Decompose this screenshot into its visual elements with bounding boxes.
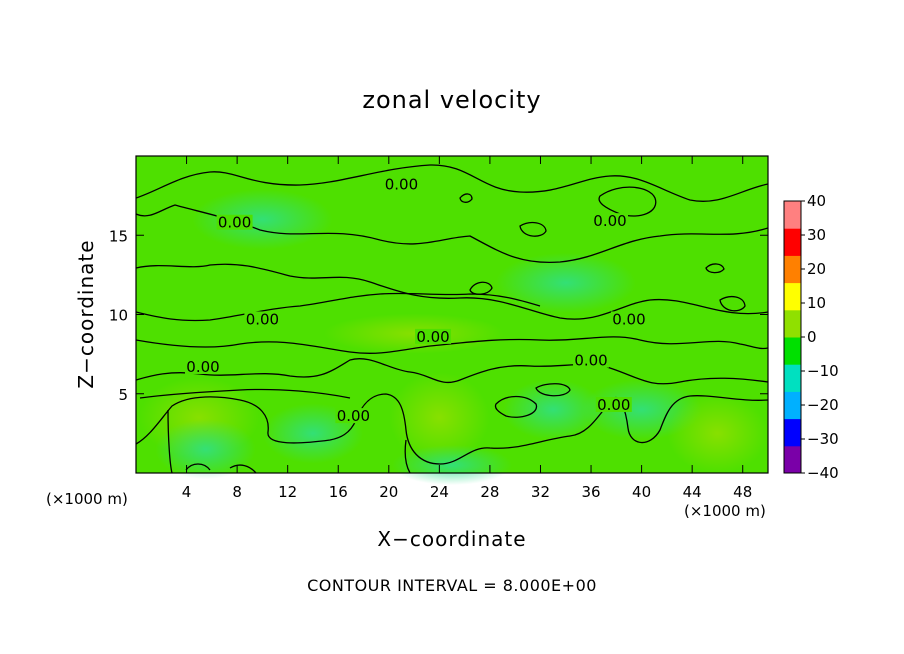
contour-line <box>598 186 657 217</box>
contour-label: 0.00 <box>218 214 251 232</box>
contour-label: 0.00 <box>574 352 607 370</box>
contour-label-bg <box>244 311 281 327</box>
contour-label-bg <box>216 214 253 230</box>
x-tick-label: 4 <box>182 483 192 501</box>
colorbar-tick-label: 0 <box>807 328 817 346</box>
x-tick-label: 40 <box>632 483 651 501</box>
colorbar-tick-label: 20 <box>807 260 826 278</box>
x-tick-label: 8 <box>232 483 242 501</box>
contour-line <box>229 464 257 473</box>
x-tick-label: 16 <box>329 483 348 501</box>
field-shading <box>324 313 505 354</box>
field-shading <box>155 419 256 480</box>
colorbar-segment <box>784 309 801 338</box>
x-tick-label: 48 <box>733 483 752 501</box>
field-shading <box>192 189 333 250</box>
contour-label: 0.00 <box>593 212 626 230</box>
contour-line <box>136 164 768 202</box>
x-tick-label: 32 <box>531 483 550 501</box>
contour-line <box>705 263 725 274</box>
colorbar-segment <box>784 337 801 365</box>
x-axis-label: X−coordinate <box>377 527 527 551</box>
contour-label: 0.00 <box>416 328 449 346</box>
colorbar-segment <box>784 445 801 474</box>
colorbar: 40 30 20 10 0 −10 −20 −30 −40 <box>783 192 839 482</box>
plot-area <box>135 155 769 486</box>
contour-label-bg <box>592 213 628 229</box>
field-shading <box>392 445 512 486</box>
contour-label-bg <box>335 408 372 424</box>
y-tick-label: 10 <box>109 307 128 325</box>
colorbar-tick-label: −40 <box>807 464 839 482</box>
contour-line <box>459 193 473 203</box>
contour-label: 0.00 <box>597 396 630 414</box>
colorbar-segment <box>784 391 801 420</box>
field-shading <box>503 379 604 440</box>
contour-line <box>185 463 211 471</box>
colorbar-tick-label: 30 <box>807 226 826 244</box>
contour-labels: 0.00 0.00 0.00 0.00 0.00 0.00 0.00 0.00 0.00 0.00 <box>184 176 647 425</box>
contour-line <box>139 388 351 399</box>
contour-line <box>519 221 547 237</box>
contour-line <box>136 204 768 264</box>
x-tick-label: 44 <box>683 483 702 501</box>
contour-label-bg <box>383 176 420 192</box>
contour-label-bg <box>184 358 221 374</box>
colorbar-segment <box>784 255 801 284</box>
contour-label-bg <box>610 311 647 327</box>
x-unit-right: (×1000 m) <box>684 502 766 520</box>
contour-label: 0.00 <box>246 310 279 328</box>
y-tick-label: 15 <box>109 227 128 245</box>
contour-label: 0.00 <box>612 310 645 328</box>
x-tick-label: 24 <box>430 483 449 501</box>
contour-label-bg <box>415 328 452 344</box>
contour-label-bg <box>573 352 610 368</box>
contour-line <box>136 358 768 385</box>
field-shading <box>667 393 768 474</box>
colorbar-segment <box>784 364 801 392</box>
field-shading <box>495 252 636 313</box>
colorbar-tick-label: 10 <box>807 294 826 312</box>
axis-ticks <box>136 156 768 473</box>
chart-title: zonal velocity <box>362 86 542 114</box>
contour-line <box>136 336 768 354</box>
contour-label: 0.00 <box>186 358 219 376</box>
y-tick-label: 5 <box>118 386 128 404</box>
contour-line <box>167 409 173 473</box>
colorbar-segment <box>784 228 801 256</box>
x-tick-label: 36 <box>581 483 600 501</box>
contour-interval-note: CONTOUR INTERVAL = 8.000E+00 <box>307 576 597 595</box>
contour-line <box>136 393 768 465</box>
contour-line <box>136 292 541 322</box>
contour-label-bg <box>595 397 632 413</box>
x-tick-label: 28 <box>480 483 499 501</box>
contour-lines <box>136 164 768 473</box>
contour-label: 0.00 <box>337 407 370 425</box>
colorbar-segment <box>784 418 801 447</box>
contour-line <box>404 439 411 473</box>
field-shading <box>389 372 490 463</box>
x-tick-label: 20 <box>379 483 398 501</box>
contour-label: 0.00 <box>385 176 418 194</box>
colorbar-tick-label: −20 <box>807 396 839 414</box>
x-tick-label: 12 <box>278 483 297 501</box>
contour-line <box>719 295 746 312</box>
contour-line <box>535 383 571 397</box>
colorbar-tick-label: −10 <box>807 362 839 380</box>
x-unit-left: (×1000 m) <box>46 490 128 508</box>
colorbar-tick-label: 40 <box>807 192 826 210</box>
contour-line <box>136 263 768 320</box>
colorbar-segment <box>784 201 801 229</box>
contour-line <box>494 395 538 418</box>
colorbar-segment <box>784 282 801 311</box>
colorbar-tick-label: −30 <box>807 430 839 448</box>
